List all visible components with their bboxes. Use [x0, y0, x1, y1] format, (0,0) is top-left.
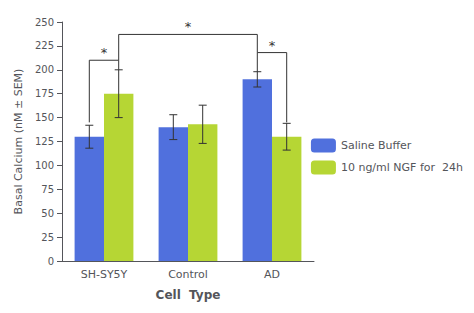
svg-text:250: 250 — [35, 17, 54, 28]
svg-text:SH-SY5Y: SH-SY5Y — [81, 268, 128, 281]
svg-text:*: * — [269, 38, 276, 53]
svg-text:0: 0 — [48, 256, 54, 267]
svg-text:175: 175 — [35, 88, 54, 99]
svg-text:100: 100 — [35, 160, 54, 171]
svg-text:Basal Calcium (nM ± SEM): Basal Calcium (nM ± SEM) — [12, 69, 25, 215]
svg-text:Control: Control — [168, 268, 208, 281]
svg-text:AD: AD — [264, 268, 280, 281]
svg-text:50: 50 — [41, 208, 54, 219]
svg-text:25: 25 — [41, 232, 54, 243]
svg-text:*: * — [185, 19, 192, 34]
svg-text:Cell Type: Cell Type — [156, 288, 221, 302]
svg-text:75: 75 — [41, 184, 54, 195]
svg-text:200: 200 — [35, 64, 54, 75]
svg-text:125: 125 — [35, 136, 54, 147]
svg-text:*: * — [101, 45, 108, 60]
svg-text:Saline Buffer: Saline Buffer — [341, 139, 412, 152]
svg-text:225: 225 — [35, 40, 54, 51]
svg-text:10 ng/ml NGF for 24h: 10 ng/ml NGF for 24h — [341, 161, 463, 174]
svg-text:150: 150 — [35, 112, 54, 123]
